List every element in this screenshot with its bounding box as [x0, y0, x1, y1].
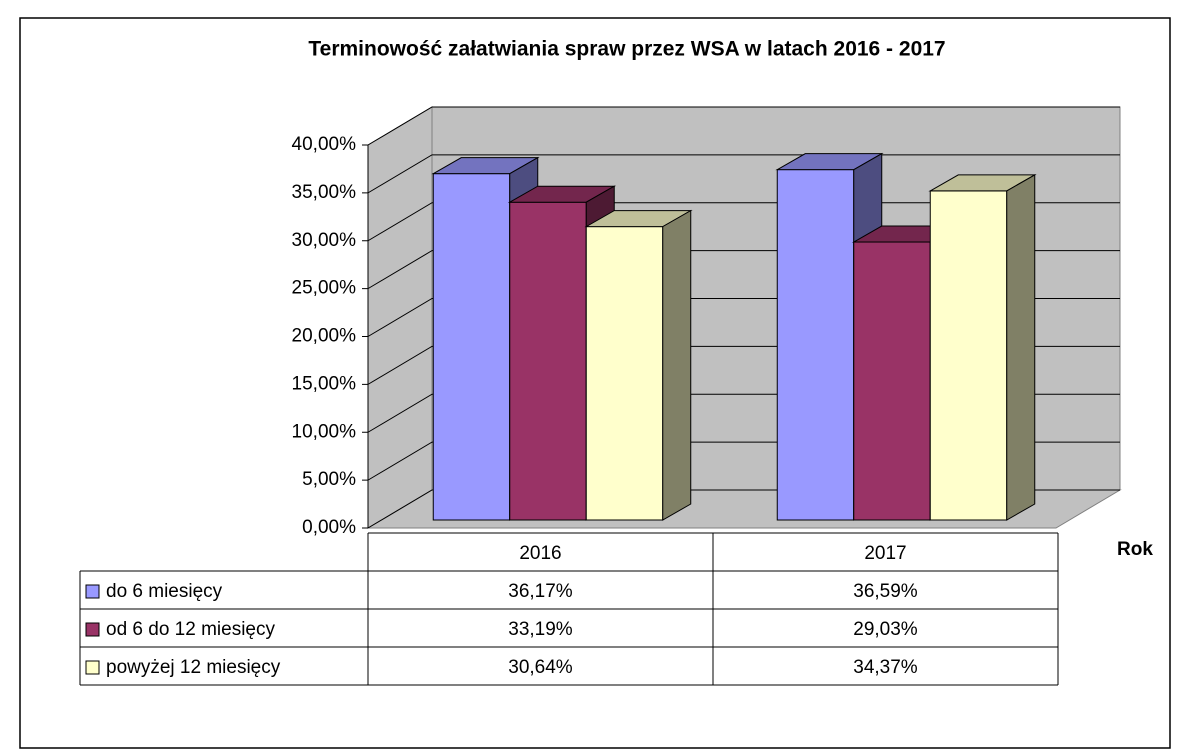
- bar-side: [1006, 174, 1036, 521]
- bar-front: [929, 190, 1008, 521]
- y-tick-label: 30,00%: [292, 230, 357, 251]
- legend-key: [85, 622, 100, 637]
- legend-label: od 6 do 12 miesięcy: [106, 619, 275, 640]
- y-tick-label: 5,00%: [302, 469, 356, 490]
- legend-label: powyżej 12 miesięcy: [106, 657, 281, 678]
- y-tick-label: 40,00%: [292, 134, 357, 155]
- data-label: 36,17%: [508, 581, 573, 602]
- grid-line: [367, 202, 1120, 242]
- x-tick-label: 2016: [519, 543, 561, 564]
- bar-front: [776, 169, 855, 521]
- x-tick-label: 2017: [864, 543, 906, 564]
- grid-line: [367, 106, 1120, 146]
- y-tick-label: 20,00%: [292, 326, 357, 347]
- data-label: 36,59%: [853, 581, 918, 602]
- y-tick-label: 15,00%: [292, 373, 357, 394]
- legend-key: [85, 660, 100, 675]
- bar-front: [432, 173, 511, 521]
- data-label: 33,19%: [508, 619, 573, 640]
- legend-label: do 6 miesięcy: [106, 581, 223, 602]
- data-label: 34,37%: [853, 657, 918, 678]
- legend-key: [85, 584, 100, 599]
- y-tick-label: 25,00%: [292, 278, 357, 299]
- grid-line: [367, 154, 1120, 194]
- chart-title: Terminowość załatwiania spraw przez WSA …: [308, 38, 945, 61]
- y-tick-label: 10,00%: [292, 421, 357, 442]
- y-tick-label: 35,00%: [292, 182, 357, 203]
- bar-front: [509, 201, 587, 521]
- data-label: 29,03%: [853, 619, 918, 640]
- y-tick-label: 0,00%: [302, 517, 356, 538]
- x-axis-label: Rok: [1117, 539, 1153, 560]
- bar-side: [662, 209, 692, 521]
- bar-front: [853, 241, 931, 521]
- data-label: 30,64%: [508, 657, 573, 678]
- bar-front: [585, 226, 664, 521]
